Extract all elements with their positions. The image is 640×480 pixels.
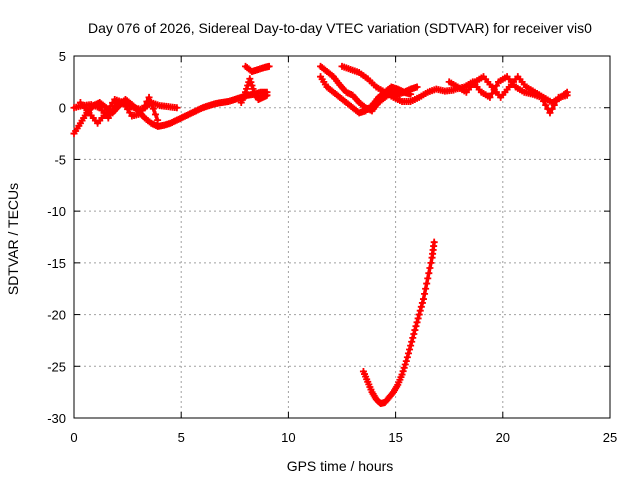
- data-point: [427, 259, 435, 267]
- data-point: [424, 274, 432, 282]
- data-point: [488, 89, 496, 97]
- x-axis-title: GPS time / hours: [287, 458, 394, 474]
- tick-labels: 0 5 10 15 20 25 5 0 -5 -10 -15 -20 -25 -30: [47, 49, 617, 445]
- data-point: [265, 62, 273, 70]
- data-point: [563, 91, 571, 99]
- data-point: [106, 110, 114, 118]
- y-tick-label: -10: [47, 204, 66, 219]
- series-track-11: [359, 238, 438, 408]
- data-point: [407, 342, 415, 350]
- data-point: [415, 311, 423, 319]
- data-point: [413, 318, 421, 326]
- y-tick-label: -15: [47, 256, 66, 271]
- x-tick-label: 15: [388, 430, 402, 445]
- data-point: [145, 93, 153, 101]
- data-point: [492, 82, 500, 90]
- series-track-5: [242, 62, 273, 76]
- y-tick-label: -20: [47, 308, 66, 323]
- data-layer: [70, 62, 571, 408]
- grid-layer: [74, 56, 610, 418]
- data-point: [421, 290, 429, 298]
- data-point: [417, 303, 425, 311]
- series-track-10: [452, 73, 571, 117]
- plot-border: [73, 55, 611, 419]
- data-point: [542, 101, 550, 109]
- data-point: [249, 85, 257, 93]
- data-point: [422, 285, 430, 293]
- plot-frame: [73, 55, 611, 419]
- series-track-8: [338, 62, 457, 106]
- data-point: [548, 105, 556, 113]
- y-tick-label: -5: [54, 152, 66, 167]
- y-tick-label: 0: [59, 101, 66, 116]
- data-point: [418, 299, 426, 307]
- data-point: [154, 116, 162, 124]
- data-point: [147, 99, 155, 107]
- data-point: [430, 238, 438, 246]
- data-point: [409, 334, 417, 342]
- data-point: [540, 97, 548, 105]
- data-point: [139, 106, 147, 114]
- data-point: [136, 110, 144, 118]
- data-point: [143, 98, 151, 106]
- data-point: [426, 264, 434, 272]
- data-point: [486, 93, 494, 101]
- data-point: [242, 88, 250, 96]
- data-point: [546, 109, 554, 117]
- data-point: [263, 91, 271, 99]
- chart-title: Day 076 of 2026, Sidereal Day-to-day VTE…: [88, 20, 592, 36]
- data-point: [411, 326, 419, 334]
- data-point: [149, 105, 157, 113]
- y-tick-label: -25: [47, 359, 66, 374]
- data-point: [419, 295, 427, 303]
- data-point: [401, 360, 409, 368]
- data-point: [406, 345, 414, 353]
- data-point: [398, 371, 406, 379]
- data-point: [425, 269, 433, 277]
- data-point: [416, 307, 424, 315]
- data-point: [552, 97, 560, 105]
- data-point: [243, 85, 251, 93]
- data-point: [490, 86, 498, 94]
- data-point: [399, 367, 407, 375]
- data-point: [400, 364, 408, 372]
- series-track-3: [76, 93, 162, 127]
- y-tick-label: -30: [47, 411, 66, 426]
- data-point: [413, 83, 421, 91]
- y-tick-label: 5: [59, 49, 66, 64]
- series-track-7: [317, 73, 415, 117]
- data-point: [104, 114, 112, 122]
- data-point: [402, 357, 410, 365]
- x-tick-label: 0: [70, 430, 77, 445]
- data-point: [410, 330, 418, 338]
- data-point: [403, 353, 411, 361]
- data-point: [414, 314, 422, 322]
- y-axis-title: SDTVAR / TECUs: [5, 183, 21, 295]
- data-point: [248, 81, 256, 89]
- x-tick-label: 10: [281, 430, 295, 445]
- data-point: [537, 93, 545, 101]
- series-track-4: [237, 75, 271, 107]
- data-point: [408, 338, 416, 346]
- data-point: [404, 349, 412, 357]
- data-point: [141, 102, 149, 110]
- x-tick-label: 25: [603, 430, 617, 445]
- data-point: [151, 110, 159, 118]
- data-point: [407, 90, 415, 98]
- data-point: [550, 101, 558, 109]
- data-point: [173, 104, 181, 112]
- series-track-1: [70, 88, 271, 138]
- x-tick-label: 5: [178, 430, 185, 445]
- data-point: [423, 280, 431, 288]
- data-point: [412, 322, 420, 330]
- data-point: [247, 78, 255, 86]
- x-tick-label: 20: [496, 430, 510, 445]
- data-point: [246, 75, 254, 83]
